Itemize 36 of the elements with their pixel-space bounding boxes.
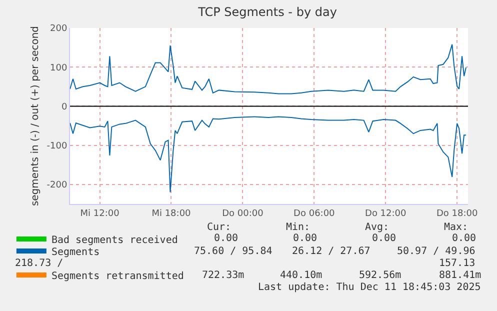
line-series xyxy=(70,116,467,193)
legend-label: Segments retransmitted xyxy=(51,270,184,282)
legend-label: Segments xyxy=(51,246,100,258)
text: Last update: Thu Dec 11 18:45:03 2025 xyxy=(258,282,481,293)
x-tick-label: Do 12:00 xyxy=(365,208,407,219)
y-tick-label: -100 xyxy=(46,141,68,152)
text: 592.56m xyxy=(359,270,402,281)
text: Avg: xyxy=(365,222,390,233)
x-tick-label: Mi 12:00 xyxy=(80,208,120,219)
text: 881.41m xyxy=(439,270,482,281)
text: 50.97 / 49.96 xyxy=(397,246,476,257)
text: 75.60 / 95.84 xyxy=(194,246,272,257)
text: 26.12 / 27.67 xyxy=(292,246,370,257)
x-tick-label: Mi 18:00 xyxy=(152,208,192,219)
x-tick-label: Do 06:00 xyxy=(294,208,336,219)
text: 0.00 xyxy=(452,233,476,244)
legend-label: Bad segments received xyxy=(51,234,178,246)
y-tick-label: 200 xyxy=(50,24,68,34)
text: Cur: xyxy=(207,222,232,233)
y-tick-label: 0 xyxy=(61,102,68,112)
text: 218.73 / xyxy=(15,258,64,269)
chart-title: TCP Segments - by day xyxy=(197,5,337,20)
text: 722.33m xyxy=(202,270,244,281)
y-tick-label: 100 xyxy=(50,63,68,74)
text: 0.00 xyxy=(293,233,318,244)
text: 157.13 xyxy=(439,258,476,269)
x-tick-label: Do 18:00 xyxy=(436,208,478,219)
x-tick-label: Do 00:00 xyxy=(222,208,264,219)
line-series xyxy=(70,44,467,94)
text: Max: xyxy=(444,222,468,233)
text: Min: xyxy=(286,222,310,233)
y-axis-title: segments in (-) / out (+) per second xyxy=(30,26,41,206)
text: 0.00 xyxy=(372,233,396,244)
text: 0.00 xyxy=(214,233,238,244)
text: 440.10m xyxy=(280,270,322,281)
y-tick-label: -200 xyxy=(46,180,68,191)
